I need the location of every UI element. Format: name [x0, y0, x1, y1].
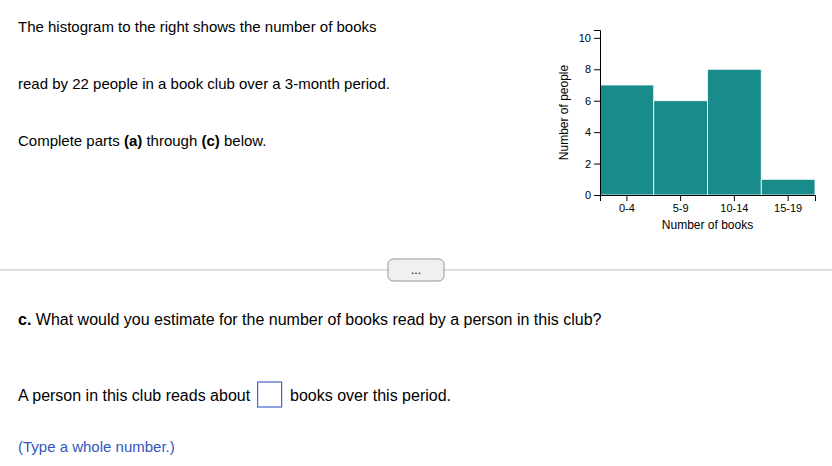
- bar: [761, 179, 815, 195]
- text-segment: What would you estimate for the number o…: [31, 311, 601, 328]
- text-line: Complete parts (a) through (c) below.: [18, 132, 267, 149]
- tick: 4: [585, 126, 600, 138]
- tick-label: 15-19: [774, 202, 802, 214]
- ellipsis-button: [388, 259, 444, 281]
- tick: 0-4: [619, 195, 635, 214]
- tick-mark: [594, 195, 600, 196]
- tick-mark: [594, 164, 600, 165]
- axis-line: [601, 196, 816, 202]
- tick-mark: [594, 69, 600, 70]
- tick-label: 0: [585, 189, 591, 201]
- answer-text: books over this period.: [286, 387, 451, 404]
- text-line: The histogram to the right shows the num…: [18, 18, 377, 35]
- tick-label: 2: [585, 158, 591, 170]
- tick-mark: [734, 195, 735, 201]
- text-segment: (Type a whole number.): [18, 438, 175, 455]
- text-line: read by 22 people in a book club over a …: [18, 75, 390, 92]
- text-segment: below.: [220, 132, 267, 149]
- tick-mark: [594, 38, 600, 39]
- tick: 8: [585, 63, 600, 75]
- y-axis: 0 2 4 6 8 10: [579, 31, 601, 202]
- axis-line: [594, 31, 601, 196]
- tick-mark: [680, 195, 681, 201]
- tick-mark: [626, 195, 627, 201]
- ellipsis-label: ...: [411, 263, 421, 277]
- text-segment: through: [142, 132, 201, 149]
- input-box: [258, 382, 282, 407]
- tick-label: 10: [579, 32, 591, 44]
- answer-text: A person in this club reads about: [18, 387, 255, 404]
- tick-label: 8: [585, 63, 591, 75]
- text-segment: The histogram to the right shows the num…: [18, 18, 377, 35]
- tick-label: 0-4: [619, 202, 635, 214]
- x-axis-title: Number of books: [662, 218, 753, 232]
- text-segment: (a): [124, 132, 142, 149]
- bars: [600, 69, 815, 195]
- text-segment: c.: [18, 311, 31, 328]
- page: The histogram to the right shows the num…: [0, 0, 832, 466]
- text-segment: Complete parts: [18, 132, 124, 149]
- tick: 6: [585, 95, 600, 107]
- text-segment: (c): [201, 132, 219, 149]
- tick: 10: [579, 32, 600, 44]
- bar: [708, 69, 762, 195]
- y-axis-title: Number of people: [557, 64, 571, 160]
- tick-mark: [594, 132, 600, 133]
- tick-label: 6: [585, 95, 591, 107]
- tick: 10-14: [720, 195, 748, 214]
- bar: [600, 85, 654, 195]
- tick-label: 10-14: [720, 202, 748, 214]
- text-line: (Type a whole number.): [18, 438, 175, 455]
- tick: 0: [585, 189, 600, 201]
- text-segment: read by 22 people in a book club over a …: [18, 75, 390, 92]
- tick-mark: [594, 101, 600, 102]
- tick: 5-9: [673, 195, 689, 214]
- tick: 15-19: [774, 195, 802, 214]
- text-line: c. What would you estimate for the numbe…: [18, 311, 602, 328]
- x-axis: 0-4 5-9 10-14 15-19: [601, 195, 816, 214]
- bar: [654, 101, 708, 195]
- tick-mark: [788, 195, 789, 201]
- tick: 2: [585, 158, 600, 170]
- tick-label: 5-9: [673, 202, 689, 214]
- tick-label: 4: [585, 126, 591, 138]
